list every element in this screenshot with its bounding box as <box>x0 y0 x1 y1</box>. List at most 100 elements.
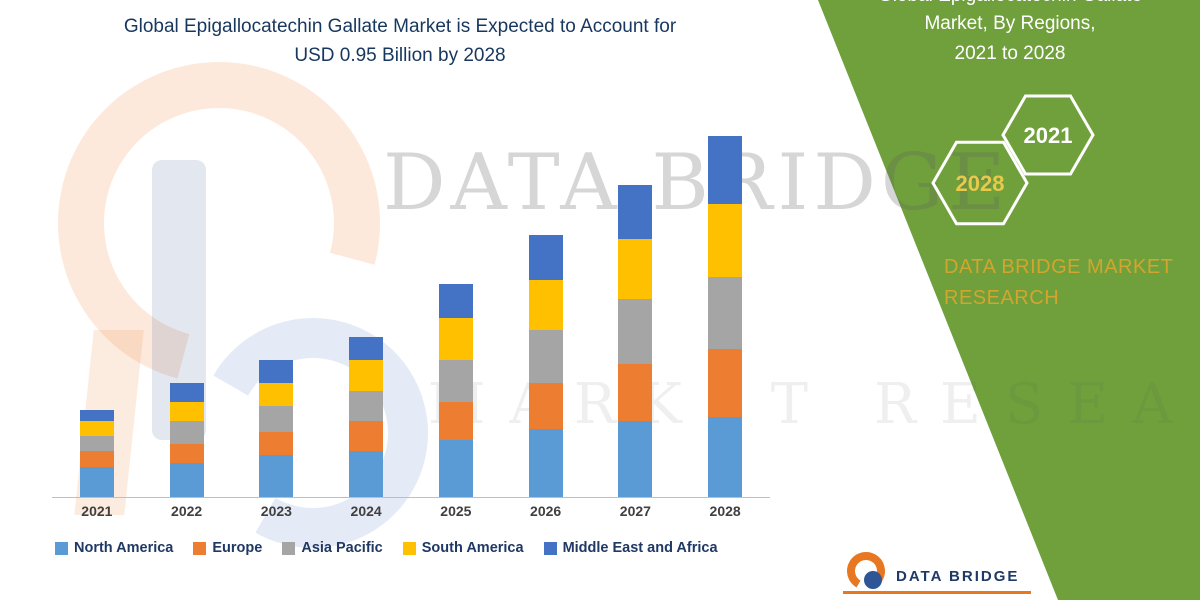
stacked-bar-2025 <box>438 284 473 497</box>
brand-text-line2: RESEARCH <box>944 287 1060 309</box>
bar-segment <box>79 451 114 467</box>
bar-segment <box>708 276 743 349</box>
bar-segment <box>79 436 114 452</box>
legend-swatch <box>193 541 207 555</box>
bar-segment <box>79 409 114 422</box>
bar-segment <box>618 421 653 497</box>
stacked-bar-2023 <box>259 360 294 497</box>
hexagon-badges: 2028 2021 <box>931 94 1095 226</box>
x-axis-label: 2021 <box>81 503 113 519</box>
plot-area <box>52 110 770 498</box>
hexagon-year-2028: 2028 <box>956 171 1005 196</box>
legend-swatch <box>543 541 557 555</box>
stacked-bar-2024 <box>349 337 384 497</box>
panel-title-clipped: Global Epigallocatechin Gallate <box>840 0 1180 7</box>
x-axis-label: 2024 <box>350 503 382 519</box>
panel-subtitle-line1: Market, By Regions, <box>924 13 1096 34</box>
stacked-bar-2026 <box>528 234 563 497</box>
bar-segment <box>438 284 473 319</box>
legend-item: Middle East and Africa <box>543 540 718 556</box>
brand-text-line1: DATA BRIDGE MARKET <box>944 256 1174 278</box>
bar-slot <box>52 409 142 497</box>
bar-segment <box>259 360 294 384</box>
bar-segment <box>618 299 653 364</box>
bar-slot <box>232 360 322 497</box>
hexagon-2028 <box>931 140 1029 226</box>
bar-segment <box>438 440 473 497</box>
panel-subtitle-line2: 2021 to 2028 <box>954 43 1066 64</box>
legend-label: South America <box>421 540 524 556</box>
bar-segment <box>618 185 653 239</box>
stacked-bar-2021 <box>79 409 114 497</box>
legend: North America Europe Asia Pacific South Ame… <box>55 540 718 556</box>
bar-slot <box>680 136 770 497</box>
bar-segment <box>528 234 563 281</box>
bar-segment <box>349 360 384 391</box>
bar-segment <box>528 383 563 429</box>
legend-swatch <box>55 541 68 555</box>
bar-segment <box>349 390 384 422</box>
bar-segment <box>708 417 743 497</box>
bar-segment <box>618 238 653 300</box>
stacked-bar-2027 <box>618 185 653 497</box>
bar-segment <box>169 383 204 403</box>
x-axis-label: 2028 <box>709 503 741 519</box>
legend-label: Middle East and Africa <box>562 540 718 556</box>
legend-label: Europe <box>212 540 263 556</box>
x-axis-label: 2026 <box>530 503 562 519</box>
databridge-logo-icon <box>847 552 885 590</box>
stacked-bar-2022 <box>169 383 204 497</box>
bar-segment <box>169 402 204 422</box>
bar-segment <box>349 337 384 361</box>
legend-item: Europe <box>193 540 262 556</box>
legend-item: North America <box>55 540 173 556</box>
footer-logo: DATA BRIDGE <box>843 550 1031 600</box>
bar-segment <box>259 432 294 456</box>
x-axis-label: 2027 <box>619 503 651 519</box>
hexagon-year-2021: 2021 <box>1024 123 1073 148</box>
bar-segment <box>349 451 384 497</box>
bar-segment <box>79 466 114 497</box>
bar-segment <box>349 421 384 452</box>
footer-logo-rule <box>843 591 1031 594</box>
bar-segment <box>708 136 743 205</box>
bar-segment <box>708 348 743 418</box>
watermark-databridge: DATA BRIDGE <box>383 138 1011 228</box>
footer-logo-wordmark: DATA BRIDGE <box>896 568 1020 585</box>
bar-segment <box>528 428 563 497</box>
bar-segment <box>618 364 653 421</box>
legend-item: South America <box>402 540 524 556</box>
bar-segment <box>438 318 473 361</box>
legend-label: Asia Pacific <box>301 540 383 556</box>
x-axis-label: 2023 <box>260 503 292 519</box>
bar-segment <box>169 421 204 444</box>
bar-segment <box>79 421 114 437</box>
legend-swatch <box>282 541 296 555</box>
bar-slot <box>321 337 411 497</box>
hexagon-2021 <box>1001 94 1095 176</box>
bar-segment <box>259 405 294 433</box>
chart-title-line2: USD 0.95 Billion by 2028 <box>294 45 506 67</box>
chart-title-line1: Global Epigallocatechin Gallate Market i… <box>123 16 677 37</box>
bar-segment <box>169 462 204 497</box>
chart-title: Global Epigallocatechin Gallate Market i… <box>45 12 755 71</box>
bar-segment <box>528 329 563 384</box>
bar-segment <box>708 204 743 277</box>
x-axis-label: 2022 <box>171 503 203 519</box>
legend-swatch <box>402 541 416 555</box>
bar-slot <box>591 185 681 497</box>
legend-label: North America <box>74 540 174 556</box>
bar-segment <box>528 280 563 330</box>
legend-item: Asia Pacific <box>282 540 383 556</box>
x-axis-label: 2025 <box>440 503 472 519</box>
x-axis: 2021 2022 2023 2024 2025 2026 2027 2028 <box>52 503 770 519</box>
bar-slot <box>411 284 501 497</box>
bar-segment <box>169 443 204 463</box>
stacked-bar-2028 <box>708 136 743 497</box>
bar-slot <box>501 234 591 497</box>
bar-segment <box>438 402 473 440</box>
bar-segment <box>259 455 294 497</box>
bar-segment <box>438 360 473 402</box>
bar-slot <box>142 383 232 497</box>
